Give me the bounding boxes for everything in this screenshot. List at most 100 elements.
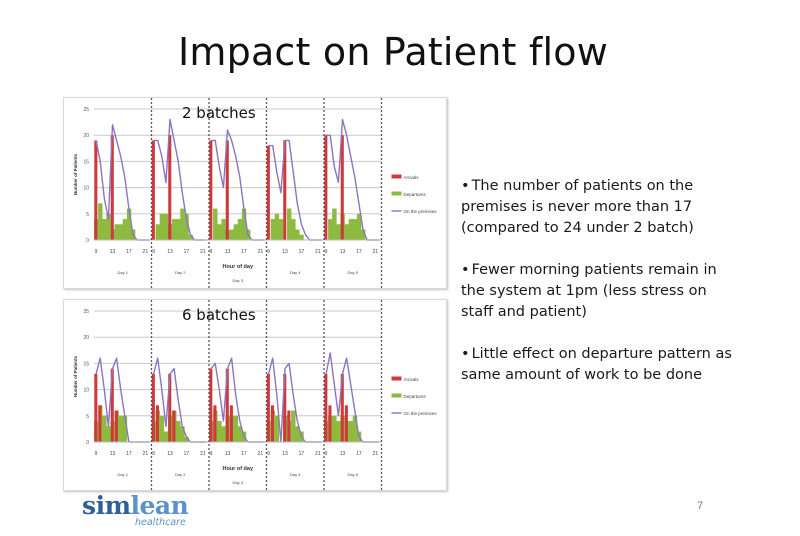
departures-bar bbox=[356, 213, 362, 240]
departures-bar bbox=[217, 224, 222, 240]
x-tick-label: 17 bbox=[241, 451, 247, 457]
arrivals-bar bbox=[270, 405, 274, 442]
arrivals-bar bbox=[94, 373, 98, 442]
x-tick-label: 13 bbox=[167, 451, 173, 457]
departures-bar bbox=[184, 436, 189, 442]
x-tick-label: 17 bbox=[241, 249, 247, 255]
departures-bar bbox=[118, 415, 124, 442]
departures-bar bbox=[180, 208, 185, 240]
y-tick-label: 10 bbox=[83, 388, 89, 394]
arrivals-bar bbox=[266, 145, 270, 240]
arrivals-bar bbox=[225, 368, 229, 442]
chart-6-batches-svg: 0 5 10 15 20 25 Number of Patients 9 13 17 21 Day 1… bbox=[73, 300, 437, 490]
x-tick-label: 17 bbox=[356, 249, 362, 255]
arrivals-bar bbox=[110, 368, 114, 442]
departures-bar bbox=[172, 219, 177, 240]
y-tick-label: 25 bbox=[83, 309, 89, 315]
arrivals-bar bbox=[94, 140, 98, 240]
departures-bar bbox=[299, 234, 304, 240]
departures-bar bbox=[328, 219, 333, 240]
x-tick-label: 9 bbox=[95, 249, 98, 255]
departures-bar bbox=[352, 415, 358, 442]
x-tick-label: 17 bbox=[184, 451, 190, 457]
day-label: Day 4 bbox=[290, 472, 301, 477]
x-tick-label: 13 bbox=[110, 451, 116, 457]
departures-bar bbox=[278, 219, 284, 240]
arrivals-bar bbox=[225, 140, 229, 240]
x-tick-label: 9 bbox=[267, 451, 270, 457]
chart-6-batches: 0 5 10 15 20 25 Number of Patients 9 13 17 21 Day 1… bbox=[63, 299, 447, 491]
departures-bar bbox=[233, 415, 239, 442]
chart-2-batches: 0 5 10 15 20 25 Number of Patients 9 13 17 21 Day 1… bbox=[63, 97, 447, 289]
legend-label: On the premises bbox=[404, 209, 438, 214]
y-tick-label: 25 bbox=[83, 107, 89, 113]
departures-bar bbox=[213, 208, 218, 240]
x-tick-label: 13 bbox=[340, 249, 346, 255]
arrivals-bar bbox=[287, 410, 291, 442]
bullet-item: The number of patients on the premises i… bbox=[461, 176, 741, 239]
x-tick-label: 9 bbox=[152, 451, 155, 457]
y-tick-label: 0 bbox=[86, 440, 89, 446]
legend-label: Departures bbox=[404, 192, 427, 197]
arrivals-bar bbox=[266, 373, 270, 442]
legend-label: Arrivals bbox=[404, 175, 420, 180]
day-label: Day 2 bbox=[175, 270, 186, 275]
arrivals-bar bbox=[98, 405, 102, 442]
departures-bar bbox=[163, 213, 169, 240]
legend-swatch bbox=[391, 376, 402, 381]
departures-bar bbox=[360, 229, 366, 240]
bullet-item: Little effect on departure pattern as sa… bbox=[461, 344, 741, 386]
arrivals-bar bbox=[328, 405, 332, 442]
departures-bar bbox=[291, 410, 296, 442]
arrivals-bar bbox=[114, 410, 118, 442]
departures-bar bbox=[122, 219, 128, 240]
x-tick-label: 21 bbox=[143, 249, 149, 255]
departures-bar bbox=[102, 219, 107, 240]
day-label: Day 5 bbox=[348, 472, 359, 477]
x-tick-label: 9 bbox=[210, 249, 213, 255]
x-tick-label: 21 bbox=[373, 451, 379, 457]
arrivals-bar bbox=[229, 405, 233, 442]
departures-bar bbox=[106, 213, 111, 240]
y-tick-label: 5 bbox=[86, 212, 89, 218]
departures-bar bbox=[159, 415, 165, 442]
legend-swatch bbox=[391, 393, 402, 398]
chart-2-batches-svg: 0 5 10 15 20 25 Number of Patients 9 13 17 21 Day 1… bbox=[73, 98, 438, 288]
departures-bar bbox=[332, 415, 337, 442]
x-tick-label: 17 bbox=[184, 249, 190, 255]
x-tick-label: 21 bbox=[315, 451, 321, 457]
departures-bar bbox=[352, 219, 358, 240]
x-tick-label: 9 bbox=[325, 249, 328, 255]
arrivals-bar bbox=[340, 373, 344, 442]
x-tick-label: 13 bbox=[167, 249, 173, 255]
day-label: Day 3 bbox=[233, 480, 244, 485]
departures-bar bbox=[163, 431, 169, 442]
x-tick-label: 17 bbox=[356, 451, 362, 457]
departures-bar bbox=[237, 219, 243, 240]
departures-bar bbox=[241, 208, 247, 240]
departures-bar bbox=[106, 426, 111, 442]
bullet-item: Fewer morning patients remain in the sys… bbox=[461, 260, 741, 323]
x-tick-label: 9 bbox=[210, 451, 213, 457]
departures-bar bbox=[237, 426, 243, 442]
x-tick-label: 9 bbox=[325, 451, 328, 457]
departures-bar bbox=[233, 224, 239, 240]
x-tick-label: 21 bbox=[200, 451, 206, 457]
x-tick-label: 13 bbox=[225, 249, 231, 255]
day-label: Day 4 bbox=[290, 270, 301, 275]
day-label: Day 1 bbox=[118, 270, 129, 275]
departures-bar bbox=[221, 219, 226, 240]
slide-title: Impact on Patient flow bbox=[178, 30, 608, 74]
departures-bar bbox=[295, 229, 300, 240]
legend-label: Arrivals bbox=[404, 377, 420, 382]
departures-bar bbox=[287, 208, 292, 240]
x-tick-label: 17 bbox=[126, 451, 132, 457]
x-tick-label: 21 bbox=[258, 249, 264, 255]
x-tick-label: 13 bbox=[110, 249, 116, 255]
day-label: Day 2 bbox=[175, 472, 186, 477]
arrivals-bar bbox=[344, 405, 348, 442]
day-label: Day 3 bbox=[233, 278, 244, 283]
day-label: Day 1 bbox=[118, 472, 129, 477]
arrivals-bar bbox=[151, 140, 155, 240]
arrivals-bar bbox=[283, 140, 287, 240]
